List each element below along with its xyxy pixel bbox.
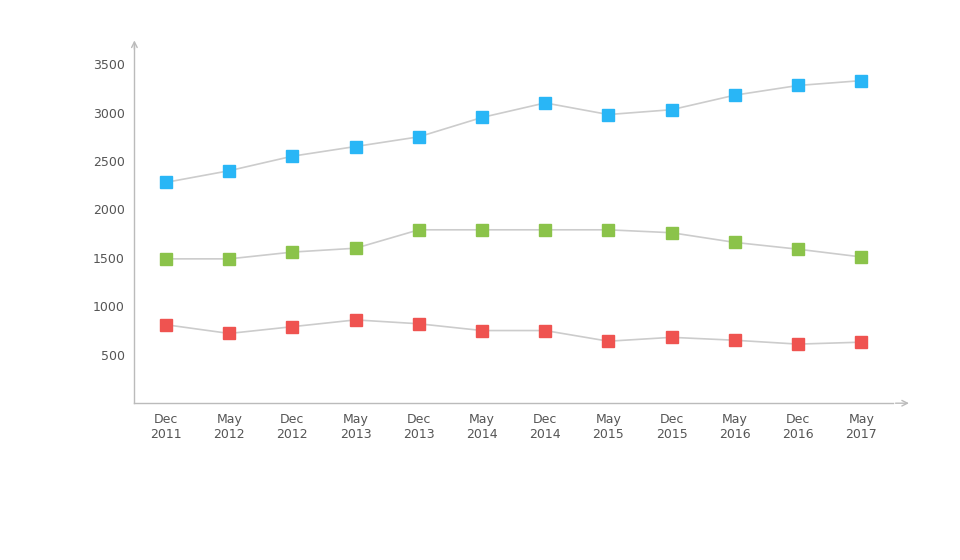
- Legend: Senior Software Engineer, Software Engineer, Junior Software Engineer: Senior Software Engineer, Software Engin…: [159, 558, 792, 560]
